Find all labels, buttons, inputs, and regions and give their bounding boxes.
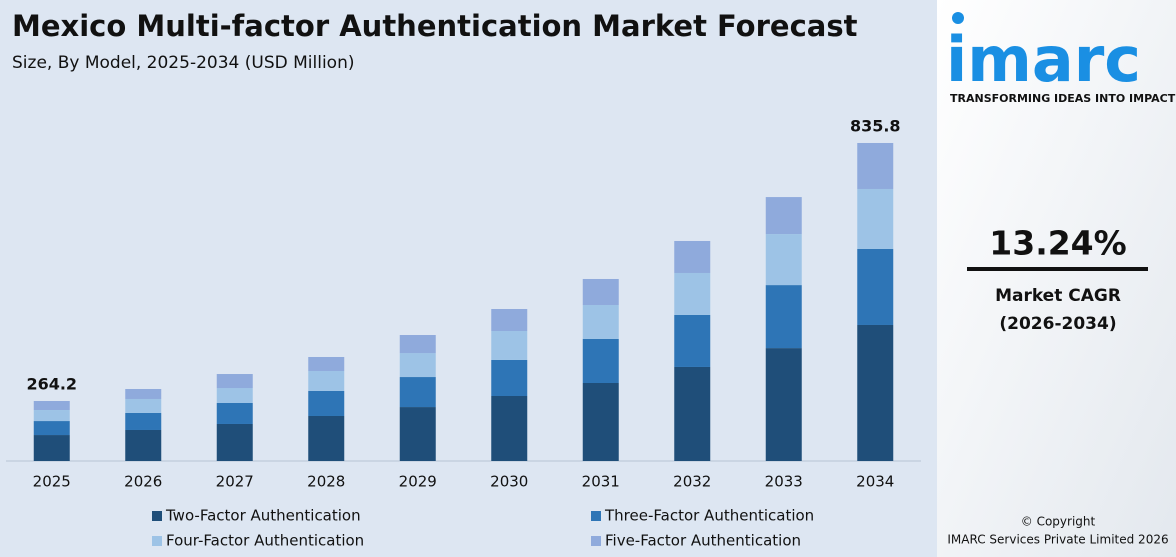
bar-segment (125, 398, 162, 413)
bar-segment (308, 356, 345, 371)
bar-segment (399, 335, 436, 354)
bar-segment (33, 401, 70, 411)
bar-segment (765, 197, 802, 235)
bar-segment (125, 412, 162, 430)
bar-segment (216, 402, 253, 424)
chart-subtitle: Size, By Model, 2025-2034 (USD Million) (12, 53, 354, 73)
bar-segment (308, 370, 345, 391)
bar-segment (674, 240, 711, 273)
bar-segment (399, 407, 436, 461)
bar-segment (125, 429, 162, 461)
cagr-period: (2026-2034) (999, 314, 1116, 334)
bar-segment (491, 395, 528, 461)
x-tick-label: 2034 (856, 473, 894, 491)
bar-segment (857, 142, 894, 189)
x-tick-label: 2027 (216, 473, 254, 491)
x-tick-label: 2025 (33, 473, 71, 491)
legend-swatch (591, 511, 601, 521)
total-label: 264.2 (26, 375, 77, 394)
bar-segment (125, 388, 162, 399)
bar-segment (33, 435, 70, 461)
bar-segment (216, 374, 253, 389)
chart-title: Mexico Multi-factor Authentication Marke… (12, 9, 858, 43)
bar-segment (582, 278, 619, 305)
bar-segment (399, 353, 436, 378)
bar-segment (582, 338, 619, 383)
x-tick-label: 2033 (765, 473, 803, 491)
x-tick-label: 2030 (490, 473, 528, 491)
bar-segment (491, 309, 528, 331)
sidebar-background (937, 0, 1176, 557)
cagr-value: 13.24% (989, 224, 1126, 263)
legend-swatch (591, 536, 601, 546)
tagline: TRANSFORMING IDEAS INTO IMPACT (950, 92, 1176, 105)
bar-segment (308, 415, 345, 461)
bar-segment (33, 421, 70, 436)
legend-swatch (152, 536, 162, 546)
bar-segment (674, 366, 711, 461)
logo: imarc (946, 23, 1141, 96)
x-tick-label: 2032 (673, 473, 711, 491)
bar-segment (582, 304, 619, 339)
bar-segment (857, 188, 894, 249)
bar-segment (491, 330, 528, 360)
bar-segment (765, 234, 802, 286)
bar-segment (399, 377, 436, 408)
bar-segment (308, 390, 345, 416)
copyright: © Copyright (1021, 515, 1096, 529)
bar-segment (216, 423, 253, 461)
legend-label: Three-Factor Authentication (604, 507, 814, 525)
bar-segment (674, 272, 711, 315)
bar-segment (857, 324, 894, 461)
bar-segment (765, 285, 802, 349)
x-tick-label: 2026 (124, 473, 162, 491)
bar-segment (857, 248, 894, 325)
cagr-label: Market CAGR (995, 286, 1121, 306)
total-label: 835.8 (850, 116, 901, 135)
bar-segment (216, 388, 253, 403)
bar-segment (674, 314, 711, 367)
bar-segment (582, 382, 619, 461)
bar-segment (765, 348, 802, 461)
legend-label: Four-Factor Authentication (166, 532, 364, 550)
x-tick-label: 2028 (307, 473, 345, 491)
company: IMARC Services Private Limited 2026 (947, 533, 1168, 547)
legend-label: Five-Factor Authentication (605, 532, 801, 550)
legend-label: Two-Factor Authentication (165, 507, 361, 525)
legend-swatch (152, 511, 162, 521)
x-tick-label: 2031 (582, 473, 620, 491)
logo-dot (952, 12, 964, 24)
x-tick-label: 2029 (399, 473, 437, 491)
bar-segment (33, 410, 70, 422)
bar-segment (491, 359, 528, 396)
